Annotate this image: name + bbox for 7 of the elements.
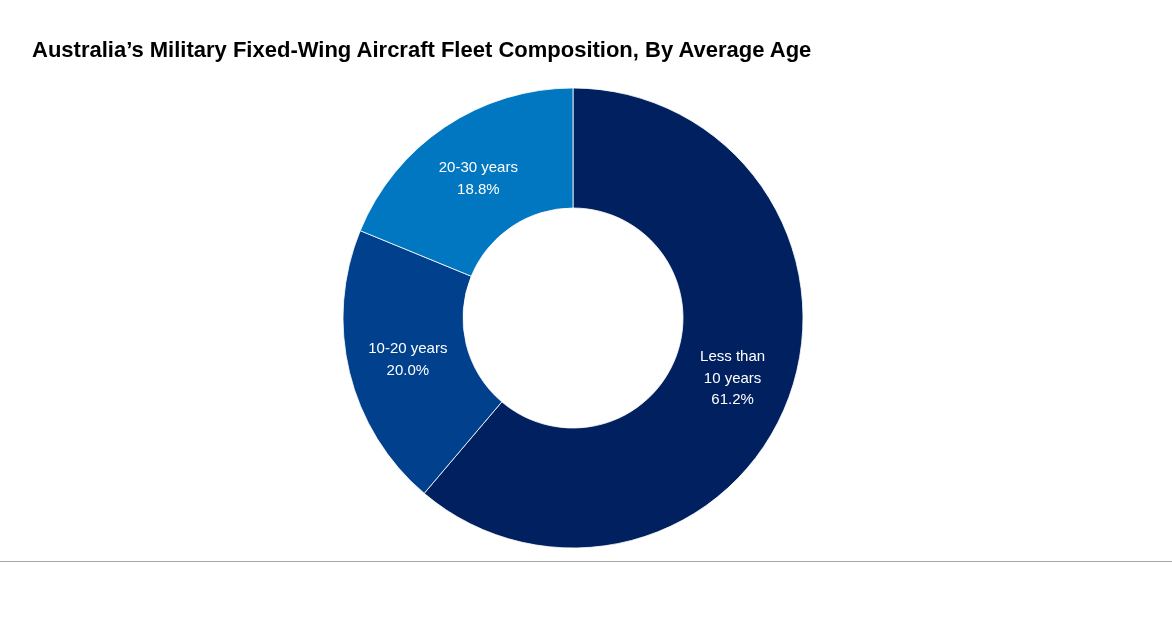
slice-label: Less than 10 years xyxy=(700,346,766,386)
slice-label: 10-20 years xyxy=(368,338,448,356)
chart-title: Australia’s Military Fixed-Wing Aircraft Fleet Composition, By Average Age xyxy=(32,37,812,62)
data-label: 61.2% xyxy=(711,389,754,407)
data-label: 18.8% xyxy=(457,179,500,197)
slice-label: 20-30 years xyxy=(438,157,518,175)
data-label: 20.0% xyxy=(386,360,430,378)
